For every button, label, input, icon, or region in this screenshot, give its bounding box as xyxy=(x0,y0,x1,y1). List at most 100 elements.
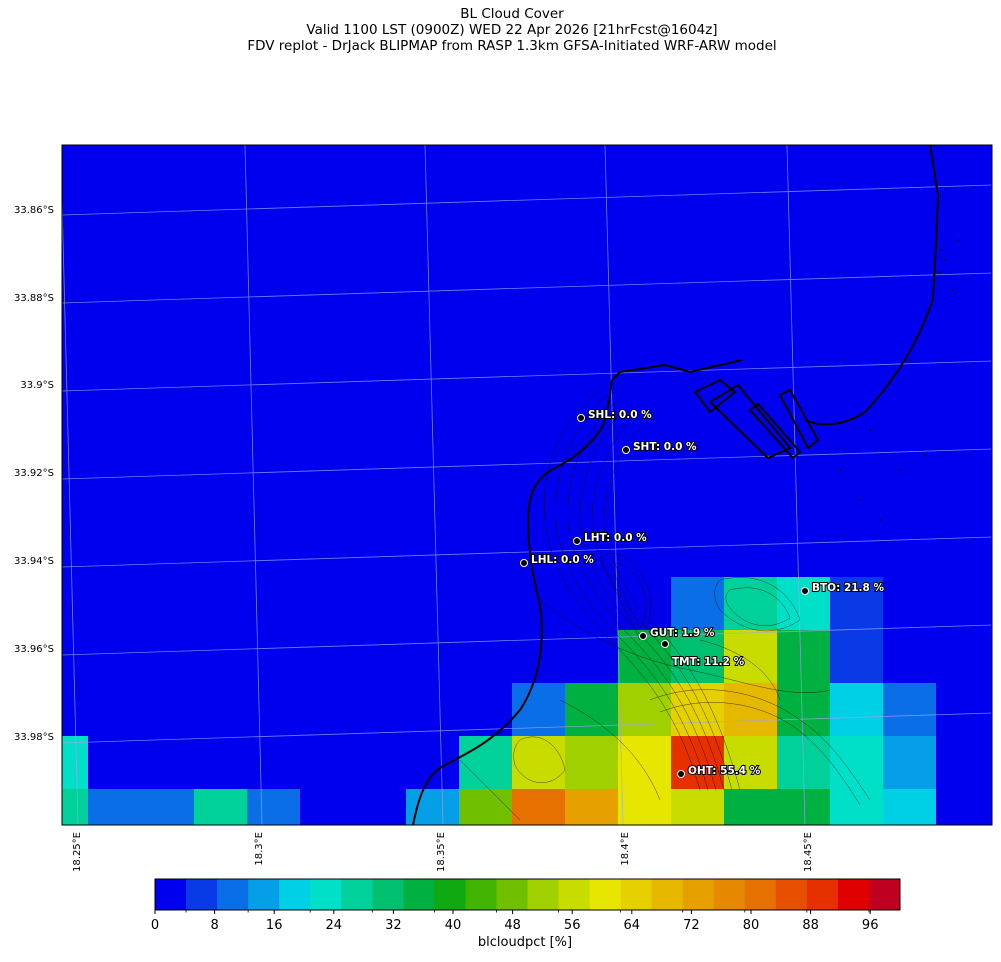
cloud-cell xyxy=(671,683,724,736)
cloud-cell xyxy=(724,630,777,683)
cloud-cell xyxy=(194,736,247,789)
latitude-label: 33.86°S xyxy=(14,205,54,216)
cloud-cell xyxy=(671,577,724,630)
latitude-label: 33.98°S xyxy=(14,732,54,743)
colorbar-swatch xyxy=(620,879,653,910)
colorbar-tick-label: 72 xyxy=(683,918,700,933)
colorbar-tick-label: 80 xyxy=(743,918,760,933)
cloud-cell xyxy=(883,683,936,736)
station-label-tmt: TMT: 11.2 % xyxy=(672,656,745,668)
cloud-cell xyxy=(141,789,194,825)
cloud-cell xyxy=(459,789,512,825)
colorbar-tick-label: 56 xyxy=(564,918,581,933)
station-label-lht: LHT: 0.0 % xyxy=(584,532,647,544)
cloud-cell xyxy=(247,789,300,825)
colorbar-tick-label: 64 xyxy=(624,918,641,933)
title-line-2: Valid 1100 LST (0900Z) WED 22 Apr 2026 [… xyxy=(306,22,718,38)
colorbar-swatch xyxy=(496,879,528,910)
latitude-label: 33.94°S xyxy=(14,556,54,567)
cloud-cell xyxy=(671,736,724,789)
longitude-label: 18.4°E xyxy=(620,832,631,866)
graticule xyxy=(62,145,992,825)
colorbar-tick-label: 96 xyxy=(862,918,879,933)
cloud-cell xyxy=(777,630,830,683)
colorbar-swatch xyxy=(589,879,622,910)
coastline xyxy=(412,145,940,825)
cloud-cell xyxy=(777,577,830,630)
colorbar-swatch xyxy=(651,879,684,910)
cloud-cell xyxy=(565,789,618,825)
map-frame xyxy=(61,144,993,826)
longitude-label: 18.3°E xyxy=(254,832,265,866)
coast-detail-dots xyxy=(839,239,959,521)
colorbar-swatch xyxy=(403,879,435,910)
colorbar-swatch xyxy=(310,879,342,910)
colorbar-swatch xyxy=(527,879,560,910)
station-marker-oht xyxy=(677,770,685,778)
longitude-label: 18.25°E xyxy=(72,832,83,872)
cloud-cell xyxy=(830,736,883,789)
cloud-cell xyxy=(830,577,883,630)
colorbar-label: blcloudpct [%] xyxy=(477,935,573,950)
station-marker-sht xyxy=(622,446,630,454)
colorbar-swatch xyxy=(434,879,466,910)
cloud-cell xyxy=(671,630,724,683)
cloud-cell xyxy=(830,630,883,683)
longitude-label: 18.45°E xyxy=(803,832,814,872)
colorbar-swatch xyxy=(248,879,280,910)
cloud-cell xyxy=(618,789,671,825)
latitude-label: 33.88°S xyxy=(14,293,54,304)
colorbar-tick-label: 24 xyxy=(326,918,343,933)
cloud-cell xyxy=(512,736,565,789)
cloud-cell xyxy=(565,683,618,736)
colorbar-swatch xyxy=(806,879,839,910)
station-label-oht: OHT: 55.4 % xyxy=(688,765,761,777)
colorbar-swatch xyxy=(682,879,715,910)
station-label-sht: SHT: 0.0 % xyxy=(633,441,697,453)
colorbar-swatch xyxy=(744,879,777,910)
station-marker-lht xyxy=(573,537,581,545)
colorbar-tick-label: 48 xyxy=(504,918,521,933)
cloud-cell xyxy=(406,789,459,825)
cloud-cell xyxy=(883,736,936,789)
cloud-cell xyxy=(724,736,777,789)
station-marker-lhl xyxy=(520,559,528,567)
colorbar-tick-label: 0 xyxy=(151,918,159,933)
longitude-label: 18.35°E xyxy=(436,832,447,872)
colorbar-tick-label: 32 xyxy=(385,918,402,933)
colorbar-tick-label: 88 xyxy=(802,918,819,933)
colorbar-swatch xyxy=(155,879,187,910)
cloud-cell xyxy=(724,789,777,825)
colorbar-swatch xyxy=(372,879,404,910)
station-label-shl: SHL: 0.0 % xyxy=(588,409,652,421)
station-label-gut: GUT: 1.9 % xyxy=(650,627,715,639)
latitude-label: 33.92°S xyxy=(14,468,54,479)
map-title: BL Cloud Cover Valid 1100 LST (0900Z) WE… xyxy=(0,6,1001,54)
title-line-1: BL Cloud Cover xyxy=(460,6,564,22)
title-line-3: FDV replot - DrJack BLIPMAP from RASP 1.… xyxy=(247,38,777,54)
station-label-lhl: LHL: 0.0 % xyxy=(531,554,594,566)
cloud-cell xyxy=(62,789,88,825)
cloud-cell xyxy=(830,789,883,825)
cloud-cell xyxy=(830,683,883,736)
colorbar-tick-label: 8 xyxy=(210,918,218,933)
cloud-cell xyxy=(141,736,194,789)
station-marker-tmt xyxy=(661,640,669,648)
colorbar-swatch xyxy=(868,879,901,910)
latitude-label: 33.96°S xyxy=(14,644,54,655)
cloud-cell xyxy=(194,789,247,825)
colorbar-swatch xyxy=(465,879,497,910)
colorbar-swatch xyxy=(341,879,373,910)
cloud-cell xyxy=(618,683,671,736)
cloud-cell xyxy=(565,736,618,789)
terrain-contours xyxy=(459,389,871,821)
cloud-cell xyxy=(88,789,141,825)
colorbar-swatch xyxy=(775,879,808,910)
station-label-bto: BTO: 21.8 % xyxy=(812,582,885,594)
cloud-cell xyxy=(724,577,777,630)
colorbar-swatch xyxy=(186,879,218,910)
station-marker-bto xyxy=(801,587,809,595)
colorbar-tick-label: 40 xyxy=(445,918,462,933)
colorbar: 0 8 16 24 32 40 48 56 64 72 80 88 96 xyxy=(151,878,901,933)
